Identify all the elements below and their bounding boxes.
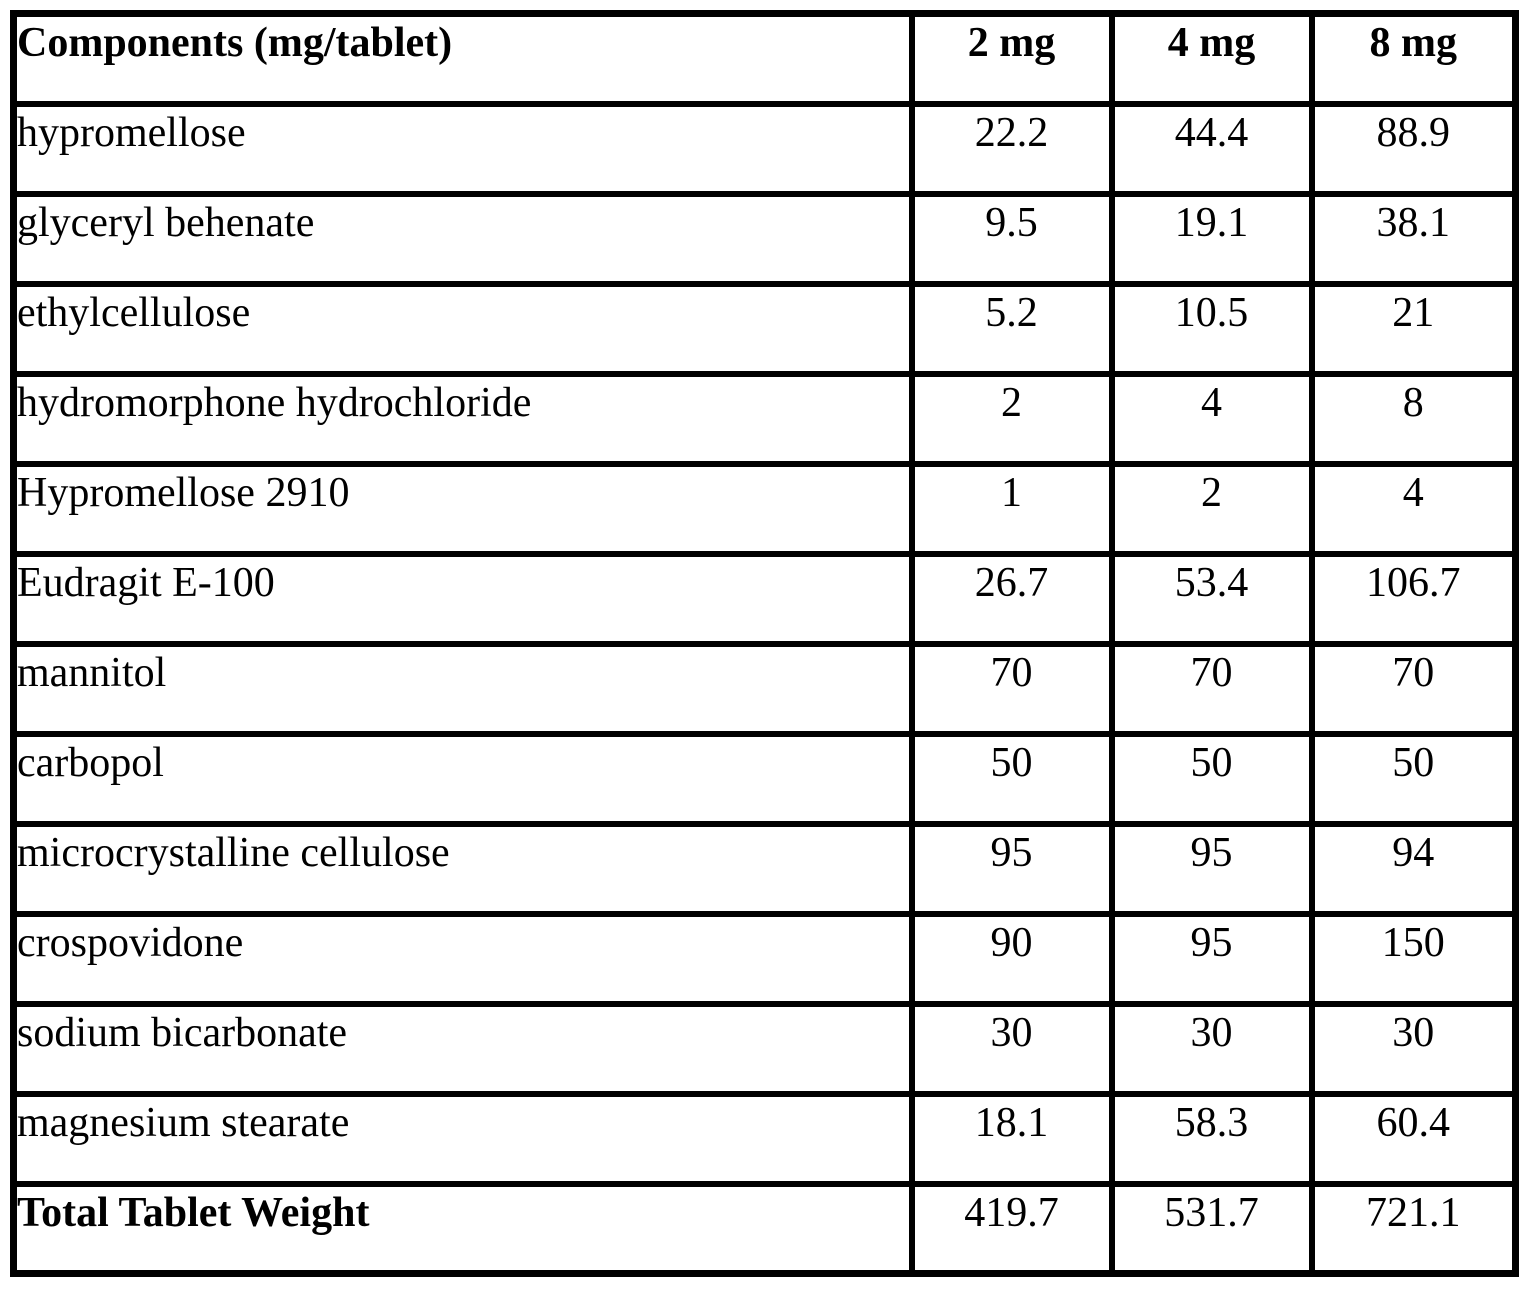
value-2mg: 22.2 [908, 100, 1115, 197]
total-label: Total Tablet Weight [10, 1180, 915, 1277]
value-4mg: 10.5 [1108, 280, 1315, 377]
table-row: hypromellose 22.2 44.4 88.9 [10, 100, 1519, 197]
total-row: Total Tablet Weight 419.7 531.7 721.1 [10, 1180, 1519, 1277]
component-name: microcrystalline cellulose [10, 820, 915, 917]
value-2mg: 1 [908, 460, 1115, 557]
value-4mg: 53.4 [1108, 550, 1315, 647]
value-8mg: 50 [1308, 730, 1519, 827]
value-8mg: 150 [1308, 910, 1519, 1007]
component-name: magnesium stearate [10, 1090, 915, 1187]
header-dose-8mg: 8 mg [1308, 10, 1519, 107]
table-row: microcrystalline cellulose 95 95 94 [10, 820, 1519, 917]
header-dose-4mg: 4 mg [1108, 10, 1315, 107]
value-4mg: 30 [1108, 1000, 1315, 1097]
value-8mg: 60.4 [1308, 1090, 1519, 1187]
component-name: mannitol [10, 640, 915, 737]
header-row: Components (mg/tablet) 2 mg 4 mg 8 mg [10, 10, 1519, 107]
table-row: magnesium stearate 18.1 58.3 60.4 [10, 1090, 1519, 1187]
component-name: carbopol [10, 730, 915, 827]
value-4mg: 58.3 [1108, 1090, 1315, 1187]
value-8mg: 106.7 [1308, 550, 1519, 647]
component-name: sodium bicarbonate [10, 1000, 915, 1097]
component-name: hypromellose [10, 100, 915, 197]
value-8mg: 70 [1308, 640, 1519, 737]
header-dose-2mg: 2 mg [908, 10, 1115, 107]
table-row: Eudragit E-100 26.7 53.4 106.7 [10, 550, 1519, 647]
value-8mg: 30 [1308, 1000, 1519, 1097]
value-4mg: 95 [1108, 910, 1315, 1007]
value-4mg: 4 [1108, 370, 1315, 467]
table-row: hydromorphone hydrochloride 2 4 8 [10, 370, 1519, 467]
value-8mg: 38.1 [1308, 190, 1519, 287]
value-8mg: 94 [1308, 820, 1519, 917]
value-4mg: 19.1 [1108, 190, 1315, 287]
table-row: carbopol 50 50 50 [10, 730, 1519, 827]
value-2mg: 9.5 [908, 190, 1115, 287]
component-name: crospovidone [10, 910, 915, 1007]
value-2mg: 2 [908, 370, 1115, 467]
total-value-2mg: 419.7 [908, 1180, 1115, 1277]
value-4mg: 70 [1108, 640, 1315, 737]
total-value-4mg: 531.7 [1108, 1180, 1315, 1277]
value-8mg: 8 [1308, 370, 1519, 467]
header-components-label: Components (mg/tablet) [10, 10, 915, 107]
table-row: ethylcellulose 5.2 10.5 21 [10, 280, 1519, 377]
value-4mg: 44.4 [1108, 100, 1315, 197]
value-2mg: 95 [908, 820, 1115, 917]
value-2mg: 5.2 [908, 280, 1115, 377]
value-2mg: 90 [908, 910, 1115, 1007]
value-4mg: 95 [1108, 820, 1315, 917]
component-name: Eudragit E-100 [10, 550, 915, 647]
value-8mg: 21 [1308, 280, 1519, 377]
component-name: Hypromellose 2910 [10, 460, 915, 557]
total-value-8mg: 721.1 [1308, 1180, 1519, 1277]
component-name: glyceryl behenate [10, 190, 915, 287]
value-4mg: 2 [1108, 460, 1315, 557]
component-name: ethylcellulose [10, 280, 915, 377]
table-row: crospovidone 90 95 150 [10, 910, 1519, 1007]
table-row: Hypromellose 2910 1 2 4 [10, 460, 1519, 557]
component-name: hydromorphone hydrochloride [10, 370, 915, 467]
formulation-table: Components (mg/tablet) 2 mg 4 mg 8 mg hy… [10, 10, 1519, 1277]
value-2mg: 18.1 [908, 1090, 1115, 1187]
value-8mg: 88.9 [1308, 100, 1519, 197]
table-row: glyceryl behenate 9.5 19.1 38.1 [10, 190, 1519, 287]
value-2mg: 26.7 [908, 550, 1115, 647]
value-2mg: 30 [908, 1000, 1115, 1097]
table-row: mannitol 70 70 70 [10, 640, 1519, 737]
value-2mg: 50 [908, 730, 1115, 827]
table-row: sodium bicarbonate 30 30 30 [10, 1000, 1519, 1097]
value-4mg: 50 [1108, 730, 1315, 827]
value-8mg: 4 [1308, 460, 1519, 557]
value-2mg: 70 [908, 640, 1115, 737]
